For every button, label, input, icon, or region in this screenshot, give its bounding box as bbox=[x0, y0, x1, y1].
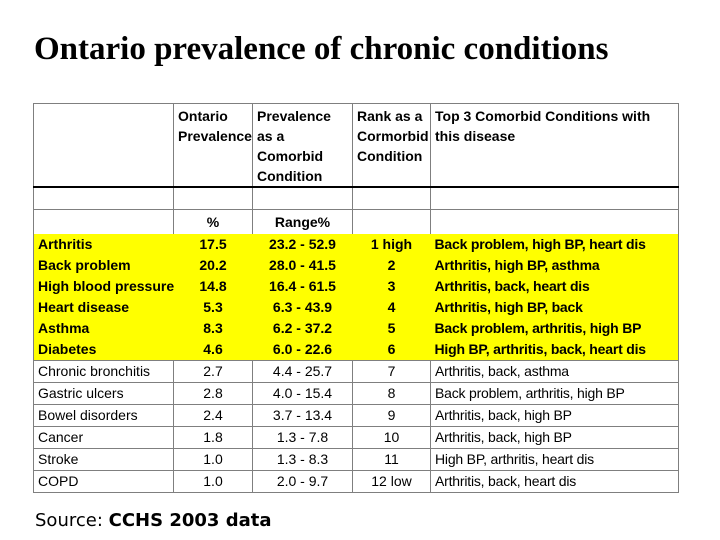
prevalence-cell: 1.8 bbox=[173, 426, 253, 449]
rank-cell: 12 low bbox=[352, 470, 431, 493]
range-cell: 2.0 - 9.7 bbox=[252, 470, 353, 493]
rank-cell: 7 bbox=[352, 360, 431, 383]
table-row: Heart disease 5.3 6.3 - 43.9 4 Arthritis… bbox=[33, 297, 679, 318]
source-note: Source: CCHS 2003 data bbox=[35, 510, 271, 531]
prevalence-cell: 2.8 bbox=[173, 382, 253, 405]
range-cell: 3.7 - 13.4 bbox=[252, 404, 353, 427]
range-cell: 23.2 - 52.9 bbox=[252, 234, 353, 255]
prevalence-cell: 2.4 bbox=[173, 404, 253, 427]
page-title: Ontario prevalence of chronic conditions bbox=[34, 31, 609, 67]
prevalence-cell: 8.3 bbox=[173, 318, 253, 339]
prevalence-cell: 4.6 bbox=[173, 339, 253, 361]
table-row: High blood pressure 14.8 16.4 - 61.5 3 A… bbox=[33, 276, 679, 297]
top3-cell: Arthritis, back, asthma bbox=[430, 360, 679, 383]
table-row: Stroke 1.0 1.3 - 8.3 11 High BP, arthrit… bbox=[33, 448, 679, 471]
top3-cell: High BP, arthritis, heart dis bbox=[430, 448, 679, 471]
range-cell: 1.3 - 8.3 bbox=[252, 448, 353, 471]
top3-cell: Arthritis, back, high BP bbox=[430, 426, 679, 449]
range-cell: 6.3 - 43.9 bbox=[252, 297, 353, 318]
range-cell: 1.3 - 7.8 bbox=[252, 426, 353, 449]
table-row: Arthritis 17.5 23.2 - 52.9 1 high Back p… bbox=[33, 234, 679, 255]
prevalence-cell: 17.5 bbox=[173, 234, 253, 255]
table-row: Asthma 8.3 6.2 - 37.2 5 Back problem, ar… bbox=[33, 318, 679, 339]
rank-cell: 1 high bbox=[352, 234, 431, 255]
condition-cell: Diabetes bbox=[33, 339, 174, 361]
subheader-percent: % bbox=[173, 209, 253, 234]
condition-cell: Gastric ulcers bbox=[33, 382, 174, 405]
rank-cell: 2 bbox=[352, 255, 431, 276]
table-row: Cancer 1.8 1.3 - 7.8 10 Arthritis, back,… bbox=[33, 426, 679, 449]
source-label: Source: bbox=[35, 510, 109, 531]
table-row: Gastric ulcers 2.8 4.0 - 15.4 8 Back pro… bbox=[33, 382, 679, 405]
rank-cell: 9 bbox=[352, 404, 431, 427]
prevalence-cell: 20.2 bbox=[173, 255, 253, 276]
condition-cell: Asthma bbox=[33, 318, 174, 339]
rank-cell: 3 bbox=[352, 276, 431, 297]
header-top3-comorbid: Top 3 Comorbid Conditions with this dise… bbox=[430, 103, 679, 188]
table-row: Back problem 20.2 28.0 - 41.5 2 Arthriti… bbox=[33, 255, 679, 276]
table-row: Bowel disorders 2.4 3.7 - 13.4 9 Arthrit… bbox=[33, 404, 679, 427]
range-cell: 6.2 - 37.2 bbox=[252, 318, 353, 339]
condition-cell: Chronic bronchitis bbox=[33, 360, 174, 383]
header-ontario-prevalence: Ontario Prevalence bbox=[173, 103, 253, 188]
condition-cell: Heart disease bbox=[33, 297, 174, 318]
subheader-range: Range% bbox=[252, 209, 353, 234]
condition-cell: Bowel disorders bbox=[33, 404, 174, 427]
prevalence-cell: 1.0 bbox=[173, 470, 253, 493]
range-cell: 4.4 - 25.7 bbox=[252, 360, 353, 383]
table-header-row: Ontario Prevalence Prevalence as a Comor… bbox=[33, 103, 679, 188]
top3-cell: Arthritis, back, heart dis bbox=[430, 470, 679, 493]
condition-cell: COPD bbox=[33, 470, 174, 493]
subheader-blank bbox=[34, 210, 174, 235]
rank-cell: 4 bbox=[352, 297, 431, 318]
condition-cell: Arthritis bbox=[33, 234, 174, 255]
condition-cell: Back problem bbox=[33, 255, 174, 276]
header-condition bbox=[33, 103, 174, 188]
table-row: Diabetes 4.6 6.0 - 22.6 6 High BP, arthr… bbox=[33, 339, 679, 361]
chronic-conditions-table-wrap: Ontario Prevalence Prevalence as a Comor… bbox=[33, 103, 679, 493]
prevalence-cell: 5.3 bbox=[173, 297, 253, 318]
prevalence-cell: 1.0 bbox=[173, 448, 253, 471]
prevalence-cell: 14.8 bbox=[173, 276, 253, 297]
table-row: Chronic bronchitis 2.7 4.4 - 25.7 7 Arth… bbox=[33, 360, 679, 383]
top3-cell: High BP, arthritis, back, heart dis bbox=[430, 339, 679, 361]
top3-cell: Arthritis, back, heart dis bbox=[430, 276, 679, 297]
range-cell: 4.0 - 15.4 bbox=[252, 382, 353, 405]
rank-cell: 6 bbox=[352, 339, 431, 361]
condition-cell: Stroke bbox=[33, 448, 174, 471]
prevalence-cell: 2.7 bbox=[173, 360, 253, 383]
condition-cell: High blood pressure bbox=[33, 276, 174, 297]
condition-cell: Cancer bbox=[33, 426, 174, 449]
header-rank-comorbid: Rank as a Cormorbid Condition bbox=[352, 103, 431, 188]
top3-cell: Back problem, high BP, heart dis bbox=[430, 234, 679, 255]
chronic-conditions-table: Ontario Prevalence Prevalence as a Comor… bbox=[33, 103, 679, 493]
rank-cell: 5 bbox=[352, 318, 431, 339]
table-spacer-row bbox=[33, 187, 679, 210]
top3-cell: Arthritis, back, high BP bbox=[430, 404, 679, 427]
rank-cell: 10 bbox=[352, 426, 431, 449]
range-cell: 6.0 - 22.6 bbox=[252, 339, 353, 361]
rank-cell: 8 bbox=[352, 382, 431, 405]
source-value: CCHS 2003 data bbox=[108, 510, 272, 531]
table-subheader-row: % Range% bbox=[34, 209, 679, 235]
range-cell: 16.4 - 61.5 bbox=[252, 276, 353, 297]
top3-cell: Arthritis, high BP, asthma bbox=[430, 255, 679, 276]
top3-cell: Back problem, arthritis, high BP bbox=[430, 318, 679, 339]
top3-cell: Arthritis, high BP, back bbox=[430, 297, 679, 318]
range-cell: 28.0 - 41.5 bbox=[252, 255, 353, 276]
table-row: COPD 1.0 2.0 - 9.7 12 low Arthritis, bac… bbox=[33, 470, 679, 493]
header-prevalence-comorbid: Prevalence as a Comorbid Condition bbox=[252, 103, 353, 188]
top3-cell: Back problem, arthritis, high BP bbox=[430, 382, 679, 405]
rank-cell: 11 bbox=[352, 448, 431, 471]
